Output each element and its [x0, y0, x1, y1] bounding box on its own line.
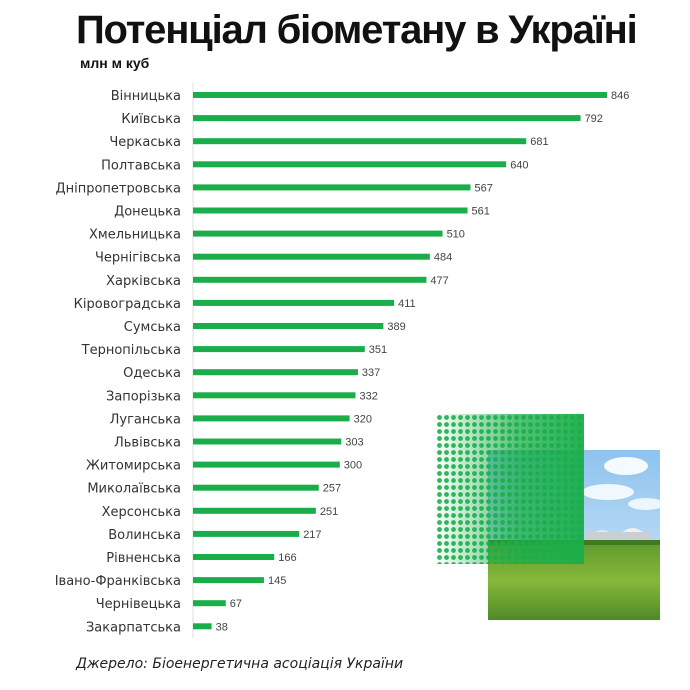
value-label: 38: [216, 621, 228, 633]
value-label: 681: [530, 136, 548, 148]
bar: [193, 392, 356, 399]
category-label: Кіровоградська: [74, 297, 181, 312]
category-label: Миколаївська: [87, 482, 181, 497]
category-label: Закарпатська: [86, 620, 181, 635]
value-label: 411: [398, 298, 416, 310]
value-label: 332: [359, 390, 377, 402]
category-label: Луганська: [110, 412, 181, 427]
category-label: Запорізька: [106, 389, 181, 404]
category-label: Херсонська: [102, 505, 181, 520]
bar: [193, 438, 342, 445]
value-label: 477: [430, 275, 448, 287]
category-label: Сумська: [124, 320, 181, 335]
bar: [193, 138, 527, 145]
category-label: Хмельницька: [89, 228, 181, 243]
bar: [193, 507, 316, 514]
value-label: 389: [387, 321, 405, 333]
value-label: 217: [303, 529, 321, 541]
category-label: Харківська: [106, 274, 181, 289]
bar: [193, 415, 350, 422]
source-note: Джерело: Біоенергетична асоціація Україн…: [76, 656, 404, 672]
bar: [193, 207, 468, 214]
chart-unit: млн м куб: [80, 55, 150, 71]
value-label: 303: [345, 437, 363, 449]
category-label: Донецька: [114, 205, 181, 220]
category-label: Житомирська: [86, 459, 181, 474]
bar: [193, 369, 358, 376]
bar: [193, 554, 275, 560]
chart-title: Потенціал біометану в Україні: [76, 8, 638, 52]
value-label: 166: [278, 552, 296, 564]
bar: [193, 346, 365, 353]
value-label: 67: [230, 598, 242, 610]
bar: [193, 253, 430, 260]
category-label: Полтавська: [101, 158, 181, 173]
value-label: 561: [472, 206, 490, 218]
bar: [193, 184, 471, 191]
bar: [193, 161, 507, 168]
bar: [193, 484, 319, 491]
value-label: 320: [354, 413, 372, 425]
category-label: Чернівецька: [96, 597, 181, 612]
bar: [193, 299, 395, 306]
bar: [193, 623, 212, 630]
bar: [193, 276, 427, 283]
value-label: 846: [611, 90, 629, 102]
category-label: Вінницька: [111, 89, 181, 104]
category-label: Черкаська: [109, 135, 181, 150]
category-label: Івано-Франківська: [55, 574, 181, 589]
category-label: Тернопільська: [81, 343, 181, 358]
category-label: Одеська: [123, 366, 181, 381]
value-label: 337: [362, 367, 380, 379]
category-label: Волинська: [108, 528, 181, 543]
bar: [193, 115, 581, 122]
bar: [193, 530, 300, 537]
value-label: 300: [344, 460, 362, 472]
value-label: 792: [585, 113, 603, 125]
bar: [193, 92, 607, 98]
category-label: Львівська: [114, 436, 181, 451]
category-label: Дніпропетровська: [55, 181, 181, 196]
value-label: 510: [447, 229, 465, 241]
bar: [193, 600, 226, 607]
value-label: 484: [434, 252, 452, 264]
bar: [193, 577, 264, 584]
bar: [193, 230, 443, 237]
value-label: 257: [323, 483, 341, 495]
category-label: Чернігівська: [95, 251, 181, 266]
value-label: 640: [510, 159, 528, 171]
category-label: Рівненська: [106, 551, 181, 566]
bar: [193, 323, 384, 329]
value-label: 251: [320, 506, 338, 518]
value-label: 567: [474, 182, 492, 194]
biogas-plant-photo: [436, 414, 660, 620]
bar: [193, 461, 340, 468]
value-label: 351: [369, 344, 387, 356]
category-label: Київська: [121, 112, 181, 127]
value-label: 145: [268, 575, 286, 587]
